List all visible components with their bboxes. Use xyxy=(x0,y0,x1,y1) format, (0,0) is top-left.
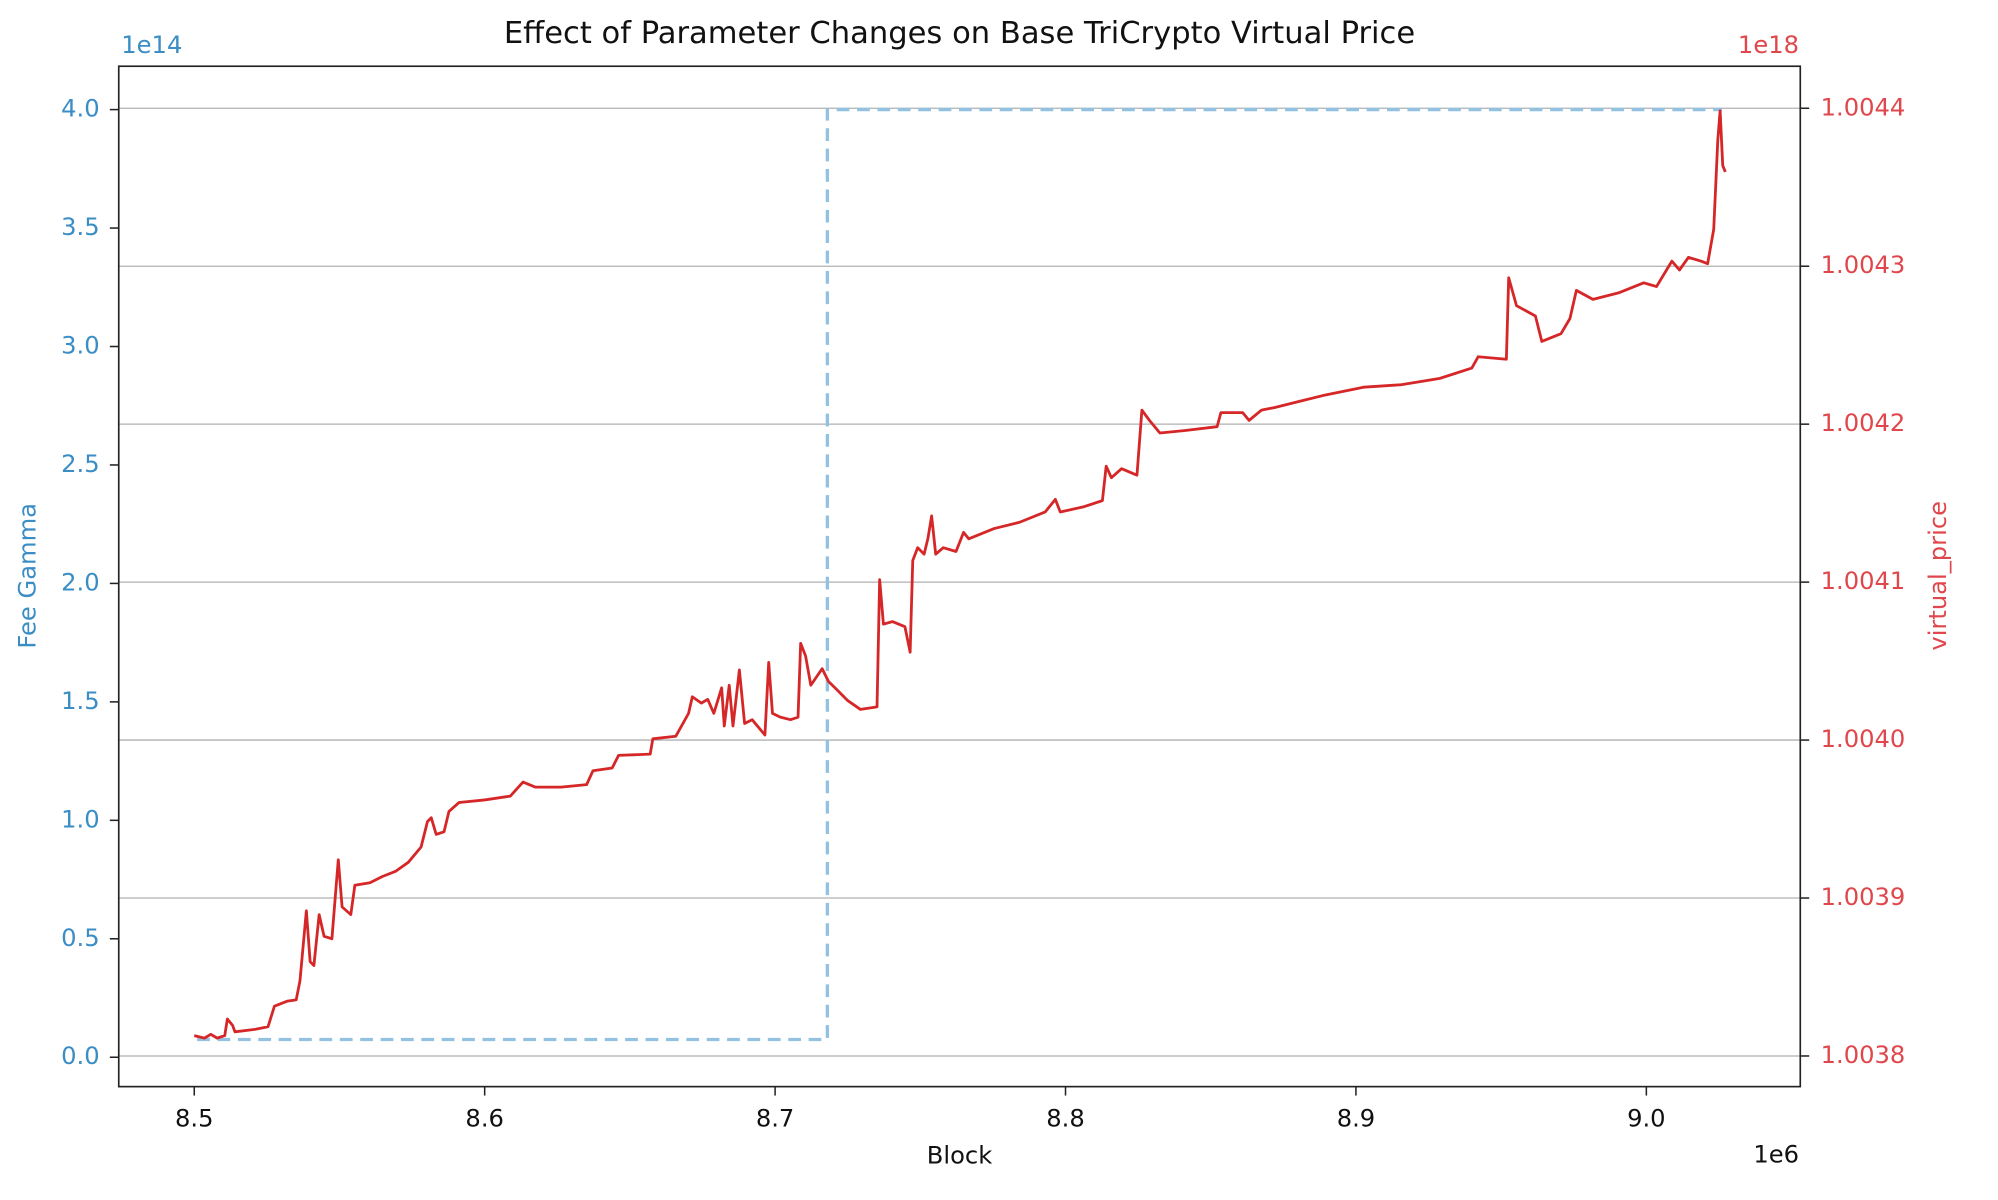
x-axis-label: Block xyxy=(927,1142,992,1170)
y-tick-label: 2.0 xyxy=(61,568,99,596)
y-tick-label: 4.0 xyxy=(61,95,99,123)
x-offset-label: 1e6 xyxy=(1753,1140,1799,1168)
y2-axis-label: virtual_price xyxy=(1924,501,1952,651)
y-tick-label: 0.0 xyxy=(61,1042,99,1070)
y-axis-label: Fee Gamma xyxy=(13,503,41,649)
x-tick-label: 8.9 xyxy=(1337,1105,1375,1133)
y2-offset-label: 1e18 xyxy=(1738,31,1799,59)
y2-tick-label: 1.0040 xyxy=(1821,725,1906,753)
y-offset-label: 1e14 xyxy=(121,31,182,59)
y2-tick-label: 1.0041 xyxy=(1821,567,1906,595)
y-tick-label: 3.0 xyxy=(61,332,99,360)
y2-tick-label: 1.0042 xyxy=(1821,409,1906,437)
x-tick-label: 8.7 xyxy=(756,1105,794,1133)
x-tick-label: 9.0 xyxy=(1627,1105,1665,1133)
chart-title: Effect of Parameter Changes on Base TriC… xyxy=(504,16,1415,51)
y2-tick-label: 1.0039 xyxy=(1821,883,1906,911)
plot-frame xyxy=(117,65,1802,1088)
y-tick-label: 0.5 xyxy=(61,924,99,952)
y-tick-label: 3.5 xyxy=(61,213,99,241)
y2-tick-label: 1.0038 xyxy=(1821,1041,1906,1069)
x-tick-label: 8.6 xyxy=(465,1105,503,1133)
y-tick-label: 1.0 xyxy=(61,805,99,833)
series-line xyxy=(197,107,1722,1042)
y2-tick-label: 1.0044 xyxy=(1821,93,1906,121)
y-tick-label: 1.5 xyxy=(61,687,99,715)
x-tick-label: 8.8 xyxy=(1046,1105,1084,1133)
x-tick-label: 8.5 xyxy=(175,1105,213,1133)
series-line xyxy=(193,109,1727,1040)
y-tick-label: 2.5 xyxy=(61,450,99,478)
y2-tick-label: 1.0043 xyxy=(1821,251,1906,279)
